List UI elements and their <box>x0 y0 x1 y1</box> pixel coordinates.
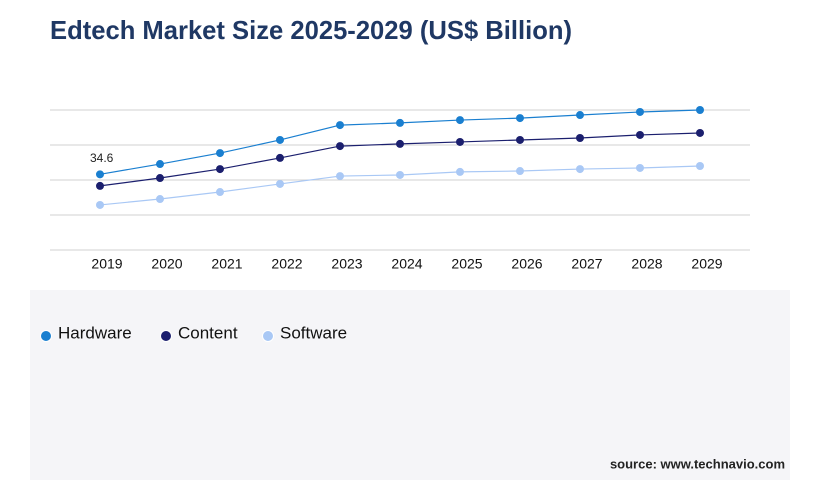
data-point <box>336 142 344 151</box>
data-point <box>396 118 404 127</box>
data-point <box>456 167 464 176</box>
data-point <box>516 135 524 144</box>
data-label: 34.6 <box>90 151 114 165</box>
data-point <box>336 121 344 130</box>
x-tick-label: 2026 <box>511 256 542 272</box>
data-point <box>156 174 164 183</box>
legend-label: Content <box>178 323 238 342</box>
x-tick-label: 2029 <box>691 256 722 272</box>
x-tick-label: 2021 <box>211 256 242 272</box>
data-point <box>216 149 224 158</box>
data-point <box>636 163 644 172</box>
footer-panel <box>30 290 790 480</box>
data-point <box>516 167 524 176</box>
data-point <box>96 181 104 190</box>
x-tick-label: 2028 <box>631 256 662 272</box>
data-point <box>216 188 224 197</box>
data-point <box>276 179 284 188</box>
data-point <box>516 114 524 123</box>
legend-marker <box>262 330 274 342</box>
data-point <box>456 137 464 146</box>
chart-title: Edtech Market Size 2025-2029 (US$ Billio… <box>50 15 572 45</box>
data-point <box>636 130 644 139</box>
data-point <box>576 165 584 174</box>
x-tick-label: 2020 <box>151 256 182 272</box>
x-tick-label: 2022 <box>271 256 302 272</box>
data-point <box>276 153 284 162</box>
x-tick-label: 2019 <box>91 256 122 272</box>
legend-marker <box>160 330 172 342</box>
data-point <box>396 170 404 179</box>
x-tick-label: 2025 <box>451 256 482 272</box>
data-point <box>156 160 164 169</box>
legend-label: Software <box>280 323 347 342</box>
data-point <box>96 170 104 179</box>
data-point <box>156 195 164 204</box>
data-point <box>636 107 644 116</box>
data-point <box>696 162 704 170</box>
data-point <box>276 135 284 144</box>
x-tick-label: 2023 <box>331 256 362 272</box>
source: source: www.technavio.com <box>610 456 785 471</box>
data-point <box>216 165 224 174</box>
data-point <box>696 106 704 114</box>
data-point <box>396 139 404 148</box>
x-tick-label: 2024 <box>391 256 422 272</box>
data-point <box>96 200 104 209</box>
data-point <box>456 116 464 125</box>
legend-marker <box>40 330 52 342</box>
data-point <box>576 111 584 120</box>
data-point <box>336 172 344 181</box>
data-point <box>696 128 704 137</box>
x-tick-label: 2027 <box>571 256 602 272</box>
data-point <box>576 134 584 142</box>
legend-label: Hardware <box>58 323 132 342</box>
